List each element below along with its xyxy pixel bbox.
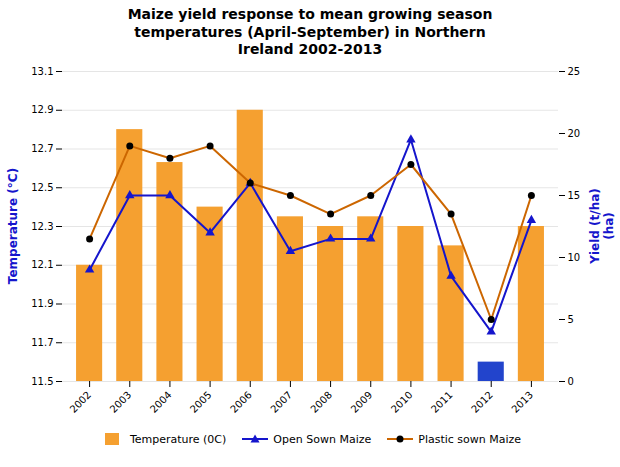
svg-text:2002: 2002 xyxy=(68,389,94,415)
svg-text:0: 0 xyxy=(568,375,574,386)
svg-text:11.7: 11.7 xyxy=(31,336,53,347)
html-text:Maize yield response to mean g: Maize yield response to mean growing sea… xyxy=(127,6,493,57)
svg-text:2008: 2008 xyxy=(308,389,334,415)
svg-text:2004: 2004 xyxy=(148,389,174,415)
html-text:Temperature (°C): Temperature (°C) xyxy=(5,167,20,284)
svg-text:5: 5 xyxy=(568,313,574,324)
svg-text:13.1: 13.1 xyxy=(31,65,53,76)
svg-text:10: 10 xyxy=(568,251,581,262)
svg-text:12.5: 12.5 xyxy=(31,181,53,192)
html-text:Temperature (0C): Temperature (0C) xyxy=(129,432,227,446)
svg-text:2003: 2003 xyxy=(108,389,134,415)
svg-text:2010: 2010 xyxy=(389,389,415,415)
svg-text:2009: 2009 xyxy=(349,389,375,415)
html-text:Yield (t/ha) (ha): Yield (t/ha) (ha) xyxy=(587,187,616,264)
svg-text:25: 25 xyxy=(568,65,581,76)
svg-text:11.5: 11.5 xyxy=(31,375,53,386)
svg-text:2007: 2007 xyxy=(268,389,294,415)
svg-text:12.7: 12.7 xyxy=(31,143,53,154)
html-text:Open Sown Maize: Open Sown Maize xyxy=(273,432,372,446)
svg-text:12.3: 12.3 xyxy=(31,220,53,231)
svg-text:12.1: 12.1 xyxy=(31,259,53,270)
svg-text:15: 15 xyxy=(568,189,581,200)
svg-text:2005: 2005 xyxy=(188,389,214,415)
svg-text:2006: 2006 xyxy=(228,389,254,415)
svg-text:2012: 2012 xyxy=(469,389,495,415)
svg-text:20: 20 xyxy=(568,127,581,138)
svg-text:2011: 2011 xyxy=(429,389,455,415)
svg-text:2013: 2013 xyxy=(509,389,535,415)
svg-text:12.9: 12.9 xyxy=(31,104,53,115)
svg-text:11.9: 11.9 xyxy=(31,298,53,309)
html-text:Plastic sown Maize: Plastic sown Maize xyxy=(418,432,522,446)
